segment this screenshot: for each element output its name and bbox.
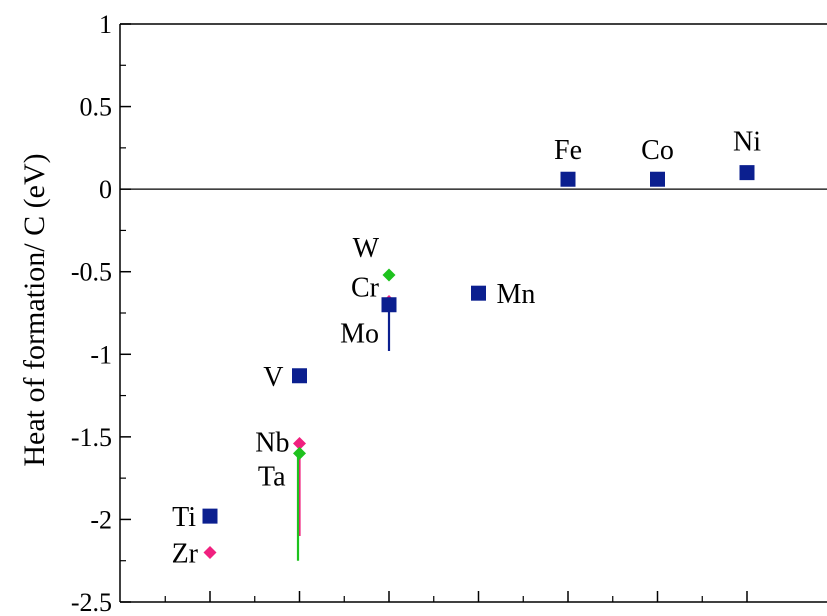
y-tick-label: 0 [99,175,112,204]
point-label-fe: Fe [554,135,582,166]
marker-nb [293,436,306,450]
marker-v [292,368,307,384]
marker-ni [739,165,755,181]
data-markers [202,165,755,559]
y-axis-tick-labels: -2.5 -2 -1.5 -1 -0.5 0 0.5 1 [71,10,112,616]
point-label-mn: Mn [497,279,536,310]
y-tick-label: 1 [99,10,112,39]
y-tick-label: -1 [90,340,112,369]
y-axis-label: Heat of formation/ C (eV) [18,153,51,466]
y-tick-label: -1.5 [71,423,112,452]
y-tick-label: -2.5 [71,588,112,616]
marker-zr [203,545,217,559]
point-label-ta: Ta [258,461,286,492]
point-label-w: W [353,233,380,264]
marker-fe [560,171,576,187]
point-label-cr: Cr [351,272,380,303]
point-label-nb: Nb [255,427,289,458]
plot-frame [119,23,827,603]
x-axis-ticks [164,591,748,602]
y-tick-label: -0.5 [71,258,112,287]
marker-co [650,171,665,187]
marker-ta [293,446,306,460]
point-label-zr: Zr [172,538,199,569]
point-label-ni: Ni [733,127,761,158]
point-label-v: V [263,362,283,393]
point-label-ti: Ti [172,502,196,533]
marker-mo [381,297,397,313]
point-label-mo: Mo [340,319,379,350]
y-tick-label: -2 [90,505,112,534]
point-label-co: Co [641,135,674,166]
y-axis-ticks [120,23,131,603]
marker-ti [202,508,218,524]
marker-w [382,268,396,282]
y-tick-label: 0.5 [80,93,113,122]
marker-mn [471,285,486,301]
